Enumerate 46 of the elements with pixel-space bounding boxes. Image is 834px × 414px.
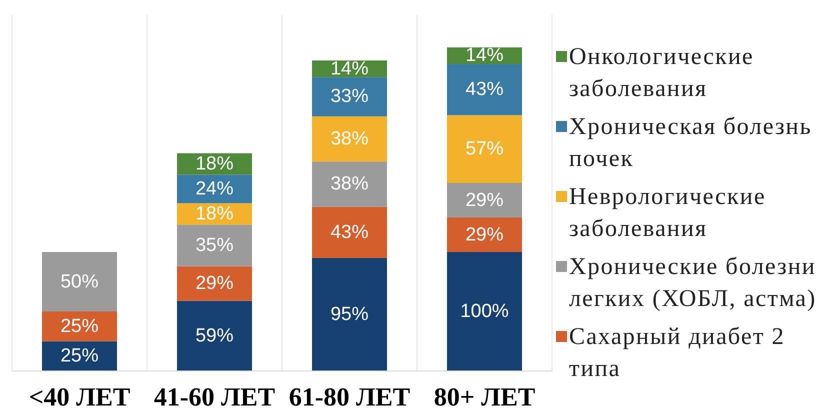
data-label: 100% xyxy=(460,301,509,322)
bar xyxy=(312,77,387,116)
legend-label: Неврологические заболевания xyxy=(569,183,767,244)
bar xyxy=(447,218,522,252)
data-label: 38% xyxy=(330,174,369,195)
x-tick-label: 41-60 ЛЕТ xyxy=(154,382,276,412)
data-label: 18% xyxy=(195,203,234,224)
bar xyxy=(447,115,522,184)
x-tick-label: 80+ ЛЕТ xyxy=(434,382,536,412)
bar xyxy=(42,312,117,342)
data-label: 14% xyxy=(465,45,504,66)
legend-label: Сахарный диабет 2 типа xyxy=(569,323,786,384)
bar xyxy=(177,300,252,371)
bar xyxy=(447,252,522,371)
x-tick-label: 61-80 ЛЕТ xyxy=(288,382,410,412)
bar xyxy=(177,174,252,204)
data-label: 33% xyxy=(330,86,369,108)
data-label: 24% xyxy=(195,178,234,200)
bar xyxy=(447,183,522,218)
bar xyxy=(312,116,387,162)
bar xyxy=(177,224,252,266)
bar xyxy=(447,64,522,116)
data-label: 57% xyxy=(465,138,504,160)
bar xyxy=(312,162,387,207)
data-label: 29% xyxy=(465,224,504,246)
x-tick-label: <40 ЛЕТ xyxy=(28,382,130,412)
bar xyxy=(177,266,252,301)
data-label: 95% xyxy=(330,304,369,325)
legend-label: Хронические болезни легких (ХОБЛ, астма) xyxy=(569,253,818,314)
legend-label: Онкологические заболевания xyxy=(569,43,755,104)
data-label: 50% xyxy=(60,271,99,292)
data-label: 59% xyxy=(195,325,234,346)
bar xyxy=(312,258,387,371)
data-label: 18% xyxy=(195,153,234,174)
data-label: 43% xyxy=(330,222,369,243)
bar xyxy=(312,206,387,258)
data-label: 25% xyxy=(60,316,99,337)
legend-label: Хроническая болезнь почек xyxy=(569,113,813,174)
data-label: 29% xyxy=(195,273,234,294)
data-label: 25% xyxy=(60,346,99,367)
data-label: 29% xyxy=(465,190,504,211)
bar xyxy=(42,252,117,312)
data-label: 14% xyxy=(330,58,369,80)
data-label: 43% xyxy=(465,79,504,100)
data-label: 35% xyxy=(195,234,234,256)
data-label: 38% xyxy=(330,128,369,150)
